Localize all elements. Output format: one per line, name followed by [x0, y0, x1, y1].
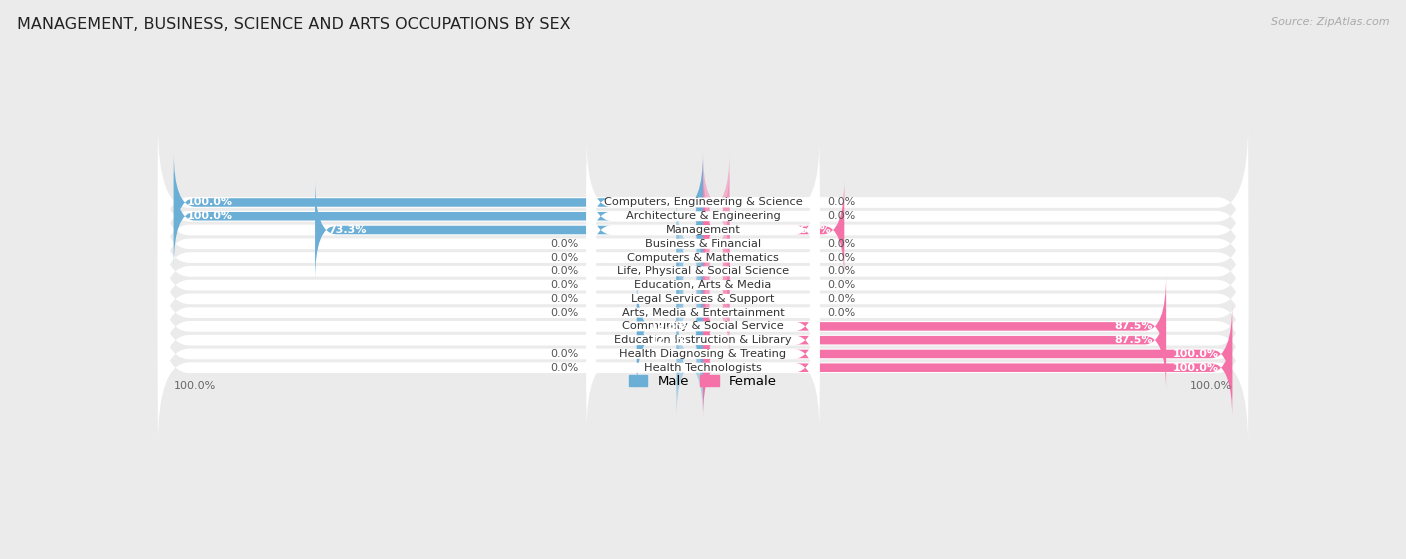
- FancyBboxPatch shape: [586, 180, 820, 307]
- FancyBboxPatch shape: [157, 208, 1249, 362]
- Text: 0.0%: 0.0%: [827, 211, 856, 221]
- Text: 87.5%: 87.5%: [1115, 335, 1153, 345]
- FancyBboxPatch shape: [586, 263, 820, 390]
- Text: 0.0%: 0.0%: [550, 280, 579, 290]
- FancyBboxPatch shape: [703, 317, 1232, 419]
- FancyBboxPatch shape: [703, 262, 730, 363]
- Legend: Male, Female: Male, Female: [624, 370, 782, 394]
- FancyBboxPatch shape: [174, 165, 703, 267]
- Text: Legal Services & Support: Legal Services & Support: [631, 294, 775, 304]
- FancyBboxPatch shape: [157, 249, 1249, 404]
- Text: 0.0%: 0.0%: [550, 294, 579, 304]
- FancyBboxPatch shape: [157, 277, 1249, 431]
- Text: 0.0%: 0.0%: [827, 197, 856, 207]
- FancyBboxPatch shape: [315, 179, 703, 281]
- FancyBboxPatch shape: [157, 194, 1249, 349]
- Text: 0.0%: 0.0%: [550, 363, 579, 373]
- FancyBboxPatch shape: [676, 248, 703, 350]
- Text: Arts, Media & Entertainment: Arts, Media & Entertainment: [621, 307, 785, 318]
- FancyBboxPatch shape: [586, 221, 820, 349]
- Text: Architecture & Engineering: Architecture & Engineering: [626, 211, 780, 221]
- FancyBboxPatch shape: [157, 221, 1249, 376]
- FancyBboxPatch shape: [676, 303, 703, 405]
- FancyBboxPatch shape: [586, 304, 820, 432]
- Text: Health Technologists: Health Technologists: [644, 363, 762, 373]
- Text: 100.0%: 100.0%: [187, 197, 233, 207]
- Text: MANAGEMENT, BUSINESS, SCIENCE AND ARTS OCCUPATIONS BY SEX: MANAGEMENT, BUSINESS, SCIENCE AND ARTS O…: [17, 17, 571, 32]
- FancyBboxPatch shape: [157, 263, 1249, 418]
- Text: 100.0%: 100.0%: [1173, 363, 1219, 373]
- Text: 0.0%: 0.0%: [827, 307, 856, 318]
- FancyBboxPatch shape: [157, 153, 1249, 307]
- Text: 100.0%: 100.0%: [1173, 349, 1219, 359]
- FancyBboxPatch shape: [676, 220, 703, 322]
- FancyBboxPatch shape: [157, 125, 1249, 280]
- Text: 100.0%: 100.0%: [174, 381, 217, 391]
- FancyBboxPatch shape: [586, 290, 820, 418]
- FancyBboxPatch shape: [586, 235, 820, 363]
- FancyBboxPatch shape: [586, 207, 820, 335]
- FancyBboxPatch shape: [157, 291, 1249, 445]
- Text: 0.0%: 0.0%: [827, 253, 856, 263]
- FancyBboxPatch shape: [586, 276, 820, 404]
- Text: Education, Arts & Media: Education, Arts & Media: [634, 280, 772, 290]
- Text: 0.0%: 0.0%: [827, 266, 856, 276]
- FancyBboxPatch shape: [703, 179, 845, 281]
- Text: 12.5%: 12.5%: [650, 321, 689, 331]
- FancyBboxPatch shape: [637, 290, 703, 391]
- FancyBboxPatch shape: [676, 317, 703, 419]
- FancyBboxPatch shape: [676, 207, 703, 309]
- Text: 0.0%: 0.0%: [550, 349, 579, 359]
- FancyBboxPatch shape: [703, 165, 730, 267]
- FancyBboxPatch shape: [703, 220, 730, 322]
- FancyBboxPatch shape: [157, 167, 1249, 321]
- Text: Computers & Mathematics: Computers & Mathematics: [627, 253, 779, 263]
- FancyBboxPatch shape: [157, 139, 1249, 293]
- Text: 0.0%: 0.0%: [827, 239, 856, 249]
- Text: 0.0%: 0.0%: [550, 266, 579, 276]
- Text: Source: ZipAtlas.com: Source: ZipAtlas.com: [1271, 17, 1389, 27]
- FancyBboxPatch shape: [676, 234, 703, 336]
- FancyBboxPatch shape: [637, 276, 703, 377]
- FancyBboxPatch shape: [703, 234, 730, 336]
- Text: 87.5%: 87.5%: [1115, 321, 1153, 331]
- FancyBboxPatch shape: [703, 207, 730, 309]
- FancyBboxPatch shape: [174, 151, 703, 253]
- FancyBboxPatch shape: [676, 193, 703, 295]
- FancyBboxPatch shape: [157, 181, 1249, 335]
- Text: Business & Financial: Business & Financial: [645, 239, 761, 249]
- Text: 26.7%: 26.7%: [793, 225, 831, 235]
- Text: Management: Management: [665, 225, 741, 235]
- FancyBboxPatch shape: [703, 248, 730, 350]
- Text: 12.5%: 12.5%: [650, 335, 689, 345]
- FancyBboxPatch shape: [703, 303, 1232, 405]
- FancyBboxPatch shape: [586, 139, 820, 266]
- Text: 0.0%: 0.0%: [550, 253, 579, 263]
- FancyBboxPatch shape: [586, 249, 820, 377]
- Text: 100.0%: 100.0%: [187, 211, 233, 221]
- FancyBboxPatch shape: [586, 193, 820, 321]
- FancyBboxPatch shape: [703, 290, 1166, 391]
- FancyBboxPatch shape: [676, 262, 703, 363]
- Text: Health Diagnosing & Treating: Health Diagnosing & Treating: [620, 349, 786, 359]
- FancyBboxPatch shape: [586, 153, 820, 280]
- FancyBboxPatch shape: [703, 193, 730, 295]
- Text: 0.0%: 0.0%: [550, 307, 579, 318]
- Text: 0.0%: 0.0%: [827, 294, 856, 304]
- FancyBboxPatch shape: [703, 276, 1166, 377]
- Text: 73.3%: 73.3%: [329, 225, 367, 235]
- Text: 0.0%: 0.0%: [550, 239, 579, 249]
- Text: Community & Social Service: Community & Social Service: [621, 321, 785, 331]
- FancyBboxPatch shape: [586, 166, 820, 294]
- FancyBboxPatch shape: [157, 235, 1249, 390]
- Text: Education Instruction & Library: Education Instruction & Library: [614, 335, 792, 345]
- FancyBboxPatch shape: [703, 151, 730, 253]
- Text: Computers, Engineering & Science: Computers, Engineering & Science: [603, 197, 803, 207]
- Text: 100.0%: 100.0%: [1189, 381, 1232, 391]
- Text: Life, Physical & Social Science: Life, Physical & Social Science: [617, 266, 789, 276]
- Text: 0.0%: 0.0%: [827, 280, 856, 290]
